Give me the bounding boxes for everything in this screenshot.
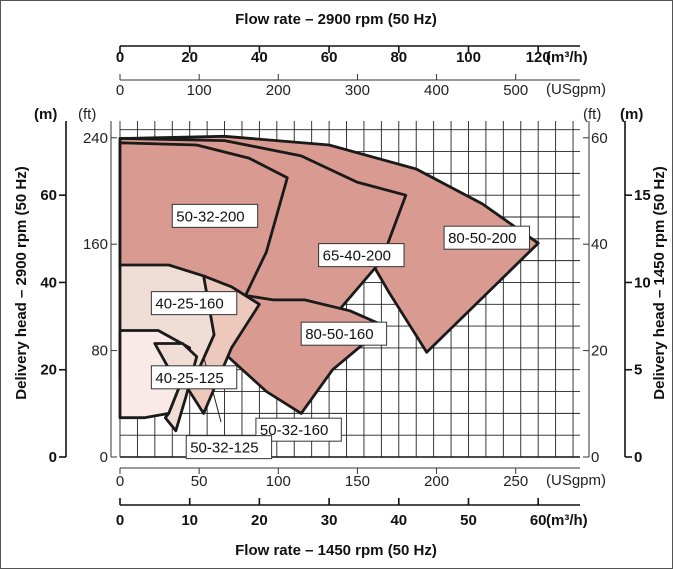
bottom-m3h-tick-label: 40 (390, 512, 407, 529)
series-label-80-50-200: 80-50-200 (448, 230, 516, 247)
left-ft-unit: (ft) (78, 106, 96, 123)
top-m3h-tick-label: 0 (116, 49, 124, 66)
right-ft-tick-label: 20 (591, 343, 608, 360)
bottom-usgpm-tick-label: 200 (424, 473, 449, 490)
series-label-40-25-125: 40-25-125 (155, 370, 223, 387)
top-usgpm-tick-label: 100 (187, 82, 212, 99)
top-m3h-tick-label: 80 (390, 49, 407, 66)
right-m-tick-label: 0 (634, 449, 642, 466)
bottom-usgpm-tick-label: 0 (116, 473, 124, 490)
area-layer (118, 134, 540, 433)
top-m3h-tick-label: 120 (526, 49, 551, 66)
top-axis-title: Flow rate – 2900 rpm (50 Hz) (235, 11, 437, 28)
right-axis-title: Delivery head – 1450 rpm (50 Hz) (651, 166, 668, 399)
left-ft-tick-label: 160 (83, 236, 108, 253)
series-label-box-50-32-200 (171, 203, 259, 228)
series-label-65-40-200: 65-40-200 (323, 248, 391, 265)
series-label-50-32-125: 50-32-125 (190, 440, 258, 457)
top-m3h-tick-label: 40 (251, 49, 268, 66)
left-ft-tick-label: 240 (83, 130, 108, 147)
top-m3h-tick-label: 100 (456, 49, 481, 66)
left-m-tick-label: 60 (40, 187, 57, 204)
bottom-usgpm-tick-label: 250 (503, 473, 528, 490)
series-label-box-50-32-125 (185, 435, 273, 460)
bottom-m3h-tick-label: 0 (116, 512, 124, 529)
series-label-box-80-50-160 (300, 321, 388, 346)
left-m-tick-label: 0 (49, 449, 57, 466)
top-usgpm-tick-label: 400 (424, 82, 449, 99)
label-layer: 80-50-200 65-40-200 50-32-200 80-50-160 40-2… (150, 203, 530, 460)
series-label-box-40-25-160 (150, 291, 238, 316)
series-label-box-40-25-125 (150, 365, 238, 390)
left-axis-title: Delivery head – 2900 rpm (50 Hz) (13, 166, 30, 399)
left-m-unit: (m) (34, 106, 57, 123)
bottom-usgpm-unit: (USgpm) (546, 472, 606, 489)
bottom-m3h-tick-label: 60 (530, 512, 547, 529)
series-label-40-25-160: 40-25-160 (155, 296, 223, 313)
series-label-50-32-160: 50-32-160 (260, 422, 328, 439)
series-label-box-80-50-200 (443, 225, 530, 250)
top-usgpm-tick-label: 500 (503, 82, 528, 99)
top-usgpm-unit: (USgpm) (546, 81, 606, 98)
right-ft-tick-label: 60 (591, 130, 608, 147)
series-label-80-50-160: 80-50-160 (305, 326, 373, 343)
right-m-tick-label: 5 (634, 362, 642, 379)
top-usgpm-tick-label: 300 (345, 82, 370, 99)
right-m-tick-label: 10 (634, 274, 651, 291)
left-m-tick-label: 40 (40, 274, 57, 291)
right-ft-unit: (ft) (583, 106, 601, 123)
top-usgpm-tick-label: 200 (266, 82, 291, 99)
left-m-tick-label: 20 (40, 362, 57, 379)
bottom-m3h-unit: (m³/h) (546, 512, 588, 529)
right-ft-tick-label: 40 (591, 236, 608, 253)
right-ft-tick-label: 0 (591, 449, 599, 466)
bottom-m3h-tick-label: 50 (460, 512, 477, 529)
bottom-axis-title: Flow rate – 1450 rpm (50 Hz) (235, 542, 437, 559)
bottom-usgpm-tick-label: 50 (191, 473, 208, 490)
top-m3h-unit: (m³/h) (546, 49, 588, 66)
bottom-m3h-tick-label: 10 (181, 512, 198, 529)
top-m3h-tick-label: 60 (321, 49, 338, 66)
series-label-box-65-40-200 (318, 243, 405, 268)
left-ft-tick-label: 0 (100, 449, 108, 466)
bottom-m3h-tick-label: 20 (251, 512, 268, 529)
series-label-box-50-32-160 (255, 417, 342, 442)
series-label-50-32-200: 50-32-200 (176, 208, 244, 225)
left-ft-tick-label: 80 (91, 343, 108, 360)
right-m-tick-label: 15 (634, 187, 651, 204)
bottom-usgpm-tick-label: 100 (266, 473, 291, 490)
top-usgpm-tick-label: 0 (116, 82, 124, 99)
right-m-unit: (m) (620, 106, 643, 123)
bottom-m3h-tick-label: 30 (321, 512, 338, 529)
bottom-usgpm-tick-label: 150 (345, 473, 370, 490)
top-m3h-tick-label: 20 (181, 49, 198, 66)
